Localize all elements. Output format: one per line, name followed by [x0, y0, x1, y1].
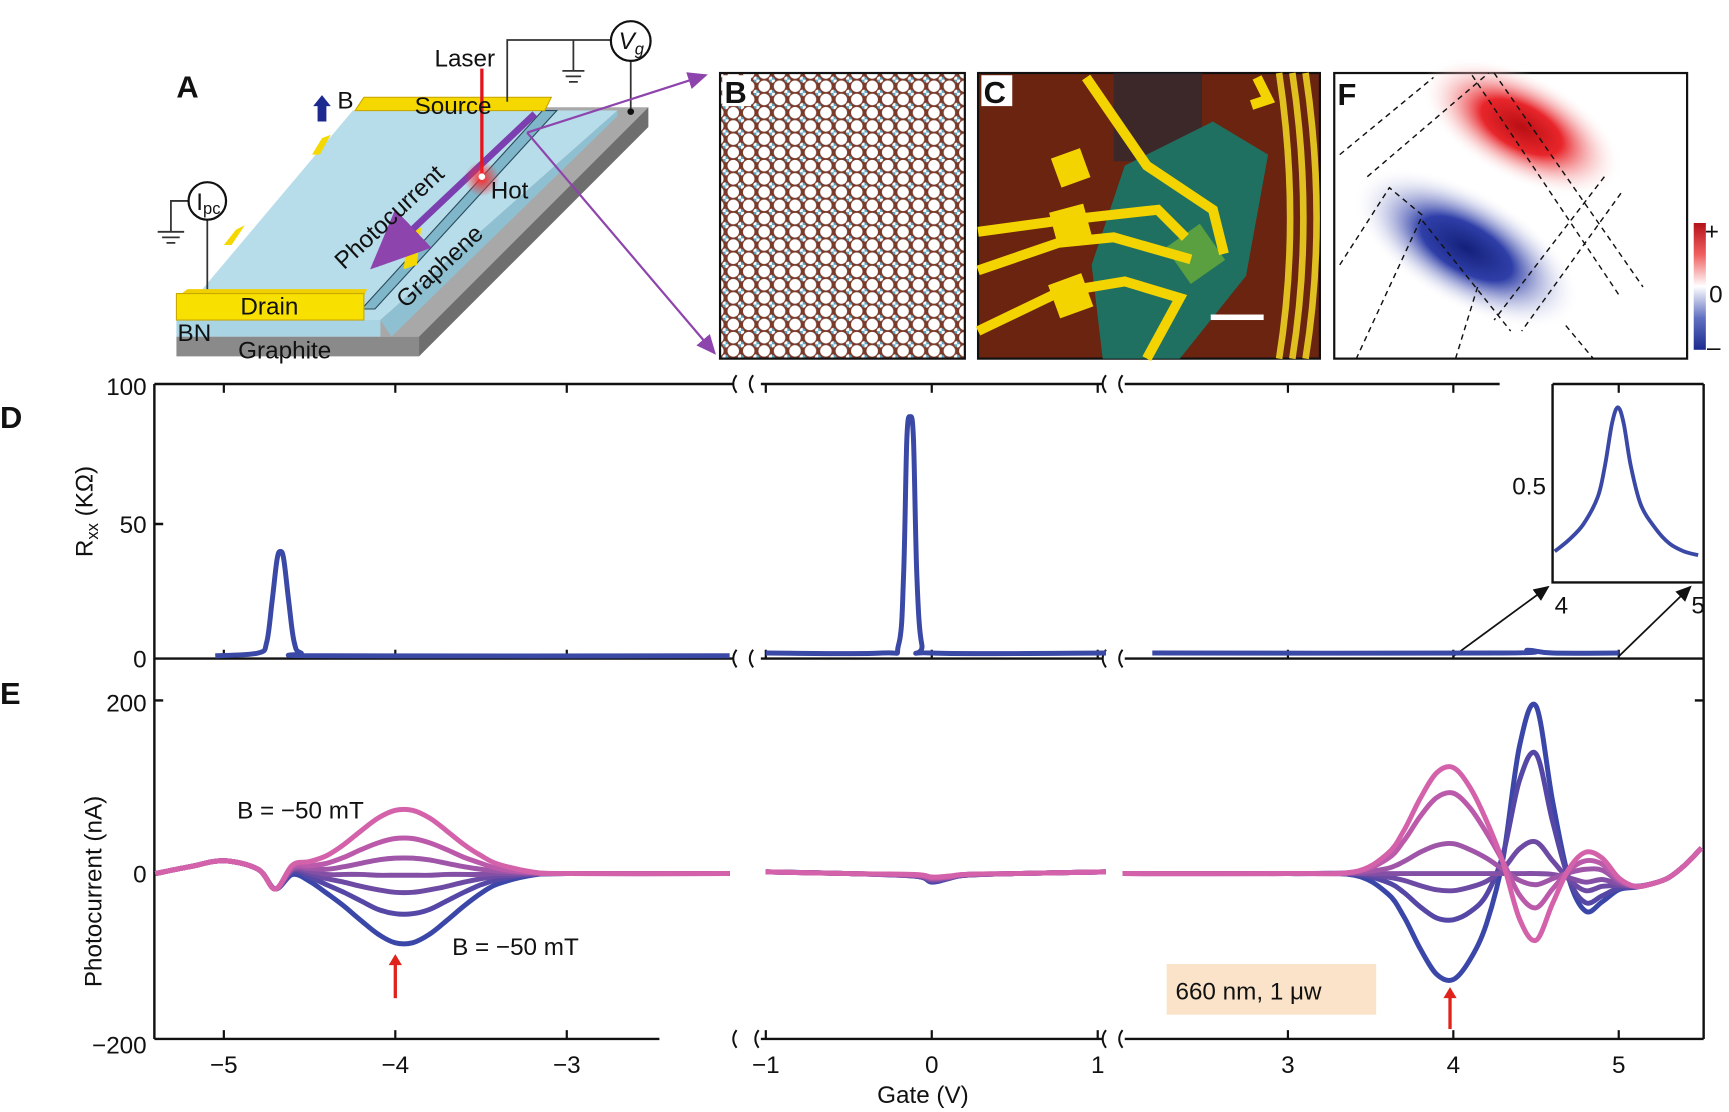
colorbar-plus: +	[1705, 219, 1719, 246]
panel-label-e: E	[0, 676, 21, 711]
rxx-curve	[215, 548, 730, 659]
ipc-wire	[157, 200, 209, 290]
feature-arrowhead-icon	[388, 954, 402, 966]
panel-c-optical-image: C	[975, 71, 1322, 361]
d-ytick: 0	[133, 646, 147, 673]
ipc-label: Ipc	[196, 189, 220, 218]
photocurrent-curve-6	[765, 869, 1107, 880]
annotation-b-bottom: B = −50 mT	[452, 934, 579, 961]
inset-pointer-arrow	[1618, 585, 1692, 657]
panel-b-moire-lattice: B	[718, 71, 966, 360]
b-field-label: B	[337, 87, 353, 114]
feature-arrowhead-icon	[1443, 987, 1457, 999]
zoom-arrow-bottom	[526, 131, 716, 355]
laser-condition-box	[1166, 963, 1377, 1015]
source-label: Source	[415, 93, 492, 120]
ipc-meter-icon	[187, 181, 228, 221]
laser-label: Laser	[434, 45, 495, 72]
vg-contact-dot	[627, 108, 635, 115]
inset-xtick: 5	[1691, 592, 1705, 619]
x-tick-label: −3	[553, 1052, 581, 1079]
inset-pointer-arrow	[1452, 585, 1550, 658]
hot-spot-core	[478, 173, 486, 180]
d-ytick: 100	[106, 374, 146, 401]
photocurrent-curve-0	[1122, 701, 1704, 983]
panel-label-d: D	[0, 400, 22, 435]
photocurrent-curve-6	[154, 806, 730, 892]
vg-wire	[506, 39, 632, 111]
panel-f-photocurrent-map: + 0 – F	[1333, 57, 1723, 361]
graphite-side	[419, 107, 649, 357]
graphite-label: Graphite	[238, 338, 331, 365]
inset-ytick: 0.5	[1512, 473, 1546, 500]
chart-marks	[154, 405, 1704, 983]
bn-side	[380, 110, 618, 337]
panel-label-a: A	[176, 69, 198, 104]
graphite-front	[176, 336, 420, 357]
e-ytick: −200	[92, 1032, 147, 1059]
x-tick-label: −4	[381, 1052, 409, 1079]
side-contact	[223, 225, 245, 246]
drain-electrode	[175, 293, 365, 321]
panel-a-device-schematic: A Laser Vg Ipc B Source Hot Photocurrent…	[157, 20, 716, 365]
vg-meter-icon	[609, 20, 652, 62]
rxx-curve	[765, 414, 1106, 657]
photocurrent-arrow	[370, 111, 538, 270]
zoom-arrow-top	[526, 72, 708, 134]
axis-breaks	[732, 374, 1124, 1049]
b-field-arrow-icon	[313, 95, 331, 122]
colorbar	[1693, 222, 1706, 350]
bn-front	[176, 320, 381, 337]
x-tick-label: 3	[1281, 1052, 1295, 1079]
feature-arrows	[388, 954, 1457, 1030]
inset-rxx-curve	[1553, 405, 1699, 558]
side-contact	[312, 134, 331, 155]
x-tick-label: −5	[210, 1052, 238, 1079]
x-ticks: −5 −4 −3 −1 0 1 3 4 5	[210, 383, 1626, 1079]
laser-condition-label: 660 nm, 1 μw	[1175, 978, 1322, 1005]
photocurrent-curve-6	[1122, 764, 1704, 944]
e-ytick: 0	[133, 861, 147, 888]
e-ytick: 200	[106, 690, 146, 717]
source-electrode	[354, 96, 553, 112]
x-tick-label: 1	[1091, 1052, 1105, 1079]
panel-label-f: F	[1338, 77, 1357, 112]
photocurrent-curve-4	[1122, 840, 1704, 889]
annotation-b-top: B = −50 mT	[237, 797, 364, 824]
drain-label: Drain	[240, 294, 298, 321]
colorbar-zero: 0	[1709, 281, 1723, 308]
bn-label: BN	[178, 320, 212, 347]
d-ylabel: Rxx (KΩ)	[72, 466, 103, 557]
d-ytick: 50	[120, 512, 147, 539]
panel-label-b: B	[724, 75, 746, 110]
x-tick-label: 5	[1612, 1052, 1626, 1079]
x-tick-label: 0	[925, 1052, 939, 1079]
x-tick-label: −1	[752, 1052, 780, 1079]
colorbar-minus: –	[1707, 334, 1721, 361]
rxx-curve	[1152, 647, 1619, 656]
x-axis-label: Gate (V)	[877, 1082, 969, 1109]
panel-label-c: C	[984, 75, 1006, 110]
vg-label: Vg	[619, 28, 645, 59]
e-ylabel: Photocurrent (nA)	[80, 796, 107, 987]
inset-xtick: 4	[1555, 592, 1569, 619]
hot-label: Hot	[491, 178, 529, 205]
x-tick-label: 4	[1447, 1052, 1461, 1079]
